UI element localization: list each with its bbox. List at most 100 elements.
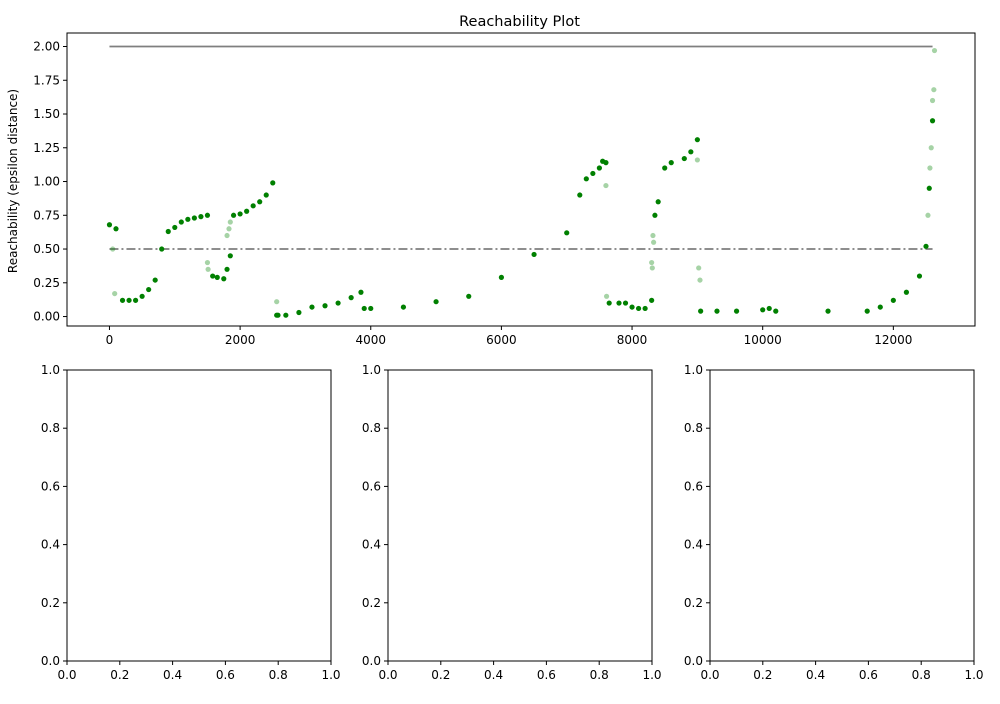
data-point	[662, 165, 668, 171]
reachability-plot: Reachability Plot Reachability (epsilon …	[6, 14, 976, 347]
x-tick-label: 10000	[744, 333, 782, 347]
x-tick-label: 0.4	[163, 668, 182, 682]
data-point	[348, 295, 354, 301]
data-point	[577, 192, 583, 198]
y-tick-label: 1.0	[684, 363, 703, 377]
x-tick-label: 0.0	[378, 668, 397, 682]
data-point	[257, 199, 263, 205]
data-point	[224, 266, 230, 272]
x-tick-label: 0.0	[57, 668, 76, 682]
y-tick-label: 0.0	[362, 654, 381, 668]
axes-frame	[709, 369, 975, 662]
x-tick-label: 0.4	[484, 668, 503, 682]
data-point	[596, 165, 602, 171]
data-point	[210, 273, 216, 279]
y-tick-label: 0.0	[41, 654, 60, 668]
axes: 0 2000 4000 6000 8000 10000 12000 0.00 0.25 0.50 0…	[33, 32, 976, 347]
noise-point	[931, 47, 938, 54]
data-point	[694, 137, 700, 143]
x-tick-label: 12000	[874, 333, 912, 347]
y-tick-label: 0.25	[33, 276, 60, 290]
data-point	[583, 176, 589, 182]
y-tick-label: 0.4	[41, 538, 60, 552]
y-tick-label: 0.8	[362, 421, 381, 435]
noise-point	[227, 219, 233, 225]
noise-point	[649, 265, 655, 271]
data-point	[106, 222, 113, 228]
noise-point	[925, 212, 931, 218]
data-point	[198, 214, 204, 220]
noise-point	[205, 266, 211, 272]
data-point	[221, 276, 227, 282]
x-tick-label: 0.6	[859, 668, 878, 682]
x-tick-label: 6000	[486, 333, 517, 347]
data-point	[270, 180, 276, 186]
data-point	[903, 289, 910, 295]
empty-subplot-left: 0.0 0.2 0.4 0.6 0.8 1.0 0.0 0.2 0.4 0.6 0.8 1.0	[41, 363, 341, 682]
data-point	[250, 203, 256, 209]
data-point	[590, 170, 596, 177]
data-point	[825, 308, 831, 314]
y-tick-label: 0.6	[362, 479, 381, 493]
y-tick-label: 0.2	[362, 596, 381, 610]
y-tick-label: 1.0	[41, 363, 60, 377]
data-point	[649, 297, 655, 303]
y-tick-label: 0.00	[33, 310, 60, 324]
y-tick-label: 1.00	[33, 175, 60, 189]
data-point	[433, 299, 439, 305]
noise-point	[651, 239, 657, 245]
x-tick-label: 0.4	[806, 668, 825, 682]
data-point	[498, 274, 505, 280]
noise-point	[274, 299, 280, 305]
y-tick-label: 0.2	[41, 596, 60, 610]
y-tick-label: 0.6	[41, 479, 60, 493]
y-tick-label: 0.2	[684, 596, 703, 610]
x-tick-label: 0.6	[216, 668, 235, 682]
y-tick-label: 2.00	[33, 40, 60, 54]
data-point	[230, 212, 237, 218]
x-tick-label: 0.8	[590, 668, 609, 682]
data-point	[603, 160, 609, 166]
data-point	[622, 300, 629, 306]
data-point	[916, 273, 923, 279]
x-tick-label: 0	[106, 333, 114, 347]
y-tick-label: 0.75	[33, 208, 60, 222]
data-point	[165, 228, 171, 235]
x-tick-label: 1.0	[321, 668, 340, 682]
data-point	[668, 160, 674, 166]
data-point	[361, 305, 367, 312]
data-point	[322, 303, 328, 309]
data-point	[642, 305, 648, 312]
y-tick-label: 0.8	[41, 421, 60, 435]
noise-point	[204, 259, 211, 266]
noise-point	[927, 165, 933, 171]
data-point	[119, 297, 126, 303]
data-point	[926, 185, 932, 191]
axes-frame	[387, 369, 653, 662]
data-point	[244, 208, 250, 214]
y-tick-label: 0.8	[684, 421, 703, 435]
x-tick-label: 1.0	[642, 668, 661, 682]
noise-point	[696, 265, 702, 271]
y-tick-label: 0.0	[684, 654, 703, 668]
noise-point	[694, 157, 700, 163]
axes-frame	[66, 369, 332, 662]
data-point	[681, 155, 687, 162]
data-point	[204, 212, 211, 218]
data-point	[733, 308, 740, 314]
y-tick-label: 0.4	[684, 538, 703, 552]
data-point	[564, 230, 570, 236]
noise-point	[649, 259, 655, 266]
x-tick-label: 1.0	[964, 668, 983, 682]
x-tick-label: 0.8	[269, 668, 288, 682]
data-point	[606, 300, 612, 306]
data-point	[652, 212, 658, 218]
data-point	[655, 199, 661, 205]
data-point	[214, 274, 220, 280]
data-point	[185, 216, 191, 222]
chart-title: Reachability Plot	[459, 14, 580, 30]
data-point	[698, 308, 704, 314]
data-point	[629, 304, 635, 310]
x-tick-label: 8000	[617, 333, 648, 347]
data-point	[309, 304, 315, 310]
